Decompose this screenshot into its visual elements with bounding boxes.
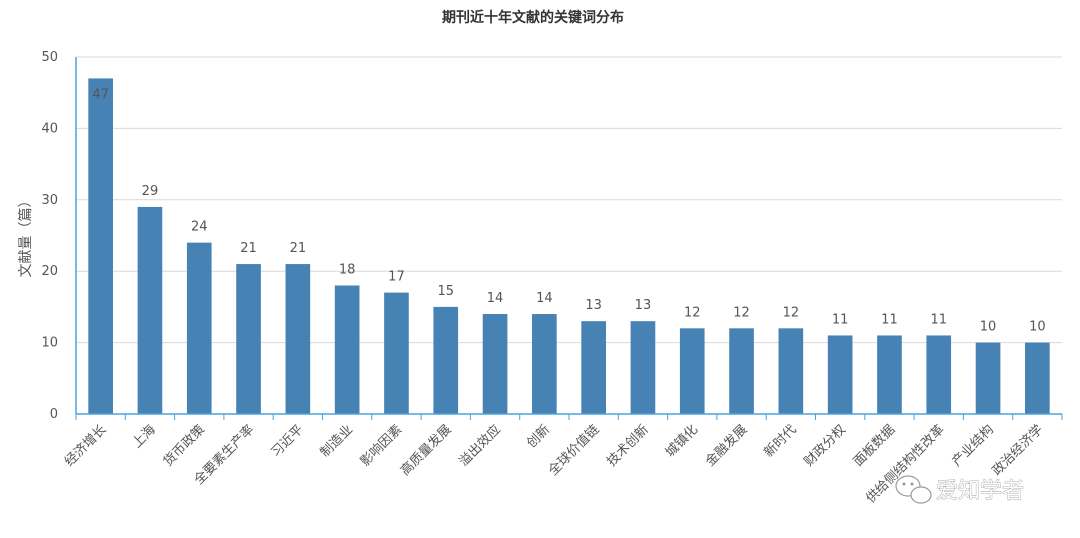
- y-axis-label: 文献量（篇）: [18, 194, 34, 278]
- x-tick-label: 财政分权: [801, 422, 849, 470]
- bar: [482, 314, 508, 414]
- data-labels: 47 29 24 21 21 18 17 15 14 14 13 13 12 12 12 11 11 11 10 10: [92, 87, 1045, 334]
- watermark: 爱知学者: [895, 475, 1024, 504]
- data-label: 11: [881, 312, 898, 327]
- y-tick-label: 0: [50, 407, 58, 422]
- wechat-icon: [895, 475, 932, 504]
- bar: [285, 264, 311, 414]
- bar: [384, 292, 409, 414]
- y-tick-label: 50: [41, 50, 58, 65]
- y-tick-label: 10: [41, 336, 58, 351]
- gridlines: [76, 56, 1062, 344]
- x-tick-label: 经济增长: [62, 422, 109, 469]
- data-label: 12: [733, 305, 750, 320]
- x-tick-label: 产业结构: [949, 422, 996, 469]
- bar: [186, 242, 212, 414]
- x-tick-label: 全球价值链: [545, 422, 602, 479]
- x-tick-label: 高质量发展: [397, 422, 454, 479]
- data-label: 12: [783, 305, 800, 320]
- data-label: 11: [930, 312, 947, 327]
- bar: [630, 321, 656, 414]
- bar: [236, 264, 261, 414]
- data-label: 13: [585, 298, 602, 313]
- data-label: 17: [388, 270, 405, 285]
- data-label: 29: [142, 184, 159, 199]
- bar: [827, 335, 853, 414]
- x-tick-label: 制造业: [318, 422, 356, 460]
- data-label: 11: [832, 312, 849, 327]
- x-tick-label: 溢出效应: [456, 422, 504, 470]
- bar: [778, 328, 804, 414]
- bar: [926, 335, 952, 414]
- bar: [1025, 342, 1050, 414]
- y-tick-label: 40: [41, 121, 58, 136]
- x-tick-label: 影响因素: [357, 422, 405, 470]
- y-axis: 0 10 20 30 40 50: [41, 50, 77, 422]
- data-label: 15: [437, 284, 454, 299]
- data-label: 14: [487, 291, 504, 306]
- x-tick-label: 新时代: [761, 422, 800, 461]
- bar: [729, 328, 754, 414]
- data-label: 14: [536, 291, 553, 306]
- data-label: 10: [1029, 320, 1046, 335]
- x-tick-label: 城镇化: [663, 422, 701, 460]
- bar: [581, 321, 606, 414]
- watermark-text: 爱知学者: [936, 479, 1024, 504]
- bars: [88, 78, 1050, 415]
- bar: [532, 314, 557, 414]
- bar: [433, 306, 459, 414]
- x-tick-label: 上海: [130, 422, 159, 451]
- chart-title: 期刊近十年文献的关键词分布: [442, 9, 624, 26]
- bar: [137, 206, 163, 414]
- bar: [88, 78, 113, 415]
- bar: [334, 285, 360, 414]
- x-tick-label: 政治经济学: [989, 422, 1046, 479]
- x-tick-label: 习近平: [268, 422, 306, 460]
- x-tick-label: 技术创新: [604, 422, 652, 470]
- bar: [975, 342, 1001, 414]
- x-tick-label: 货币政策: [160, 422, 208, 470]
- data-label: 47: [92, 87, 109, 102]
- y-tick-label: 20: [41, 264, 58, 279]
- data-label: 18: [339, 262, 356, 277]
- data-label: 21: [290, 241, 307, 256]
- x-tick-label: 金融发展: [702, 422, 750, 470]
- data-label: 21: [240, 241, 257, 256]
- data-label: 10: [980, 320, 997, 335]
- data-label: 24: [191, 220, 208, 235]
- bar: [679, 328, 705, 414]
- y-tick-label: 30: [41, 193, 58, 208]
- data-label: 12: [684, 305, 701, 320]
- x-tick-label: 面板数据: [851, 422, 898, 469]
- x-tick-label: 创新: [523, 422, 553, 452]
- data-label: 13: [635, 298, 652, 313]
- bar: [877, 335, 902, 414]
